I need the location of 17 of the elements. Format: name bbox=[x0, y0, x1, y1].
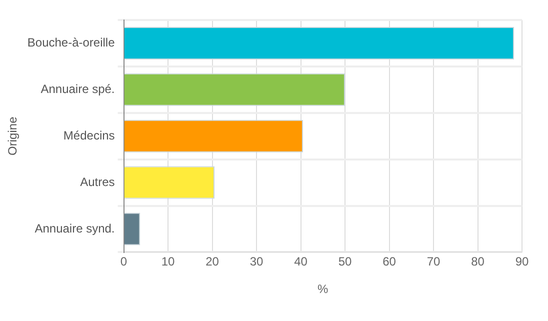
x-tick-label: 60 bbox=[382, 254, 396, 269]
y-tick-label: Autres bbox=[80, 174, 115, 189]
x-tick-label: 0 bbox=[120, 254, 128, 269]
y-axis-title: Origine bbox=[6, 116, 20, 156]
y-tick-label: Bouche-à-oreille bbox=[27, 36, 116, 50]
x-axis-title: % bbox=[318, 282, 329, 296]
x-tick-label: 90 bbox=[515, 254, 529, 269]
x-tick-label: 40 bbox=[294, 254, 308, 269]
y-tick-label: Annuaire spé. bbox=[40, 82, 115, 96]
y-tick-label: Annuaire synd. bbox=[34, 221, 115, 236]
x-tick-label: 50 bbox=[338, 254, 352, 269]
y-tick-label: Médecins bbox=[63, 128, 115, 142]
x-tick-label: 30 bbox=[250, 254, 264, 269]
x-tick-label: 20 bbox=[206, 254, 220, 269]
x-tick-label: 10 bbox=[161, 254, 176, 269]
x-tick-label: 80 bbox=[471, 254, 485, 269]
x-tick-label: 70 bbox=[426, 254, 440, 269]
